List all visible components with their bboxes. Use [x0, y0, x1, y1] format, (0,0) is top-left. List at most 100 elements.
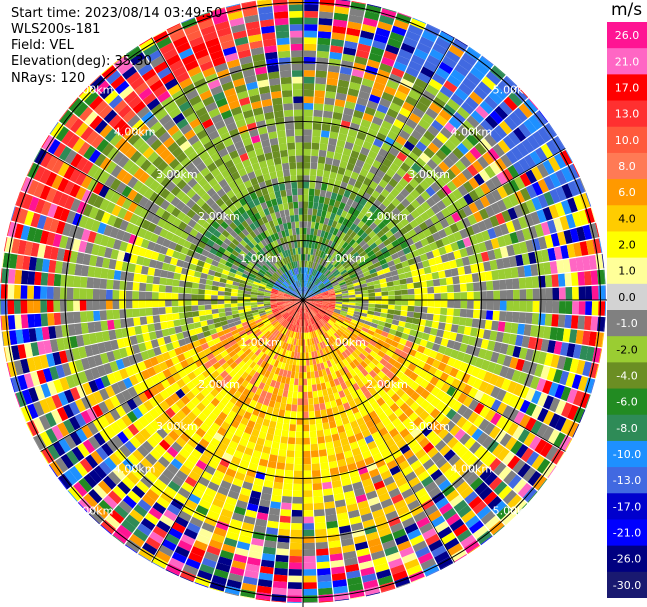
- velocity-gate: [270, 366, 277, 374]
- velocity-gate: [375, 27, 391, 38]
- velocity-gate: [234, 357, 243, 365]
- velocity-gate: [310, 450, 319, 458]
- velocity-gate: [305, 287, 308, 294]
- velocity-gate: [211, 220, 220, 230]
- velocity-gate: [274, 567, 288, 576]
- velocity-gate: [217, 426, 227, 437]
- velocity-gate: [229, 339, 237, 347]
- velocity-gate: [149, 385, 160, 396]
- velocity-gate: [97, 245, 107, 257]
- velocity-gate: [376, 104, 389, 114]
- velocity-gate: [199, 135, 211, 146]
- velocity-gate: [469, 91, 484, 105]
- velocity-gate: [281, 265, 287, 273]
- velocity-gate: [76, 156, 89, 171]
- velocity-gate: [140, 265, 149, 275]
- velocity-gate: [327, 264, 334, 271]
- velocity-gate: [250, 258, 257, 265]
- velocity-gate: [506, 75, 518, 87]
- velocity-gate: [377, 464, 389, 475]
- velocity-gate: [279, 286, 286, 291]
- velocity-gate: [383, 454, 395, 464]
- velocity-gate: [283, 264, 289, 272]
- velocity-gate: [129, 213, 140, 225]
- velocity-gate: [119, 444, 132, 458]
- velocity-gate: [291, 221, 296, 229]
- velocity-gate: [123, 210, 134, 222]
- velocity-gate: [308, 195, 314, 202]
- velocity-gate: [428, 419, 440, 431]
- velocity-gate: [192, 465, 204, 476]
- velocity-gate: [93, 354, 103, 367]
- velocity-gate: [80, 322, 89, 334]
- velocity-gate: [165, 358, 174, 368]
- velocity-gate: [209, 504, 223, 515]
- velocity-gate: [366, 100, 379, 110]
- velocity-gate: [259, 312, 267, 317]
- velocity-gate: [313, 364, 318, 372]
- velocity-gate: [377, 69, 391, 80]
- velocity-gate: [122, 427, 134, 440]
- velocity-gate: [242, 257, 250, 264]
- velocity-gate: [444, 537, 460, 551]
- velocity-gate: [475, 124, 489, 138]
- velocity-gate: [187, 218, 197, 228]
- velocity-gate: [268, 250, 275, 258]
- velocity-gate: [134, 432, 147, 445]
- velocity-gate: [125, 243, 135, 254]
- velocity-gate: [216, 68, 230, 79]
- velocity-gate: [346, 27, 361, 37]
- velocity-gate: [236, 242, 245, 251]
- velocity-gate: [109, 395, 121, 408]
- velocity-gate: [218, 312, 226, 318]
- velocity-gate: [272, 286, 279, 291]
- velocity-gate: [319, 251, 325, 258]
- velocity-gate: [171, 207, 181, 218]
- velocity-gate: [470, 110, 485, 124]
- velocity-gate: [247, 171, 256, 180]
- velocity-gate: [243, 300, 251, 303]
- velocity-gate: [93, 321, 102, 332]
- velocity-gate: [271, 494, 282, 503]
- velocity-gate: [317, 281, 323, 287]
- velocity-gate: [407, 24, 424, 36]
- velocity-gate: [247, 200, 256, 209]
- velocity-gate: [286, 136, 295, 144]
- velocity-gate: [75, 428, 88, 443]
- velocity-gate: [281, 311, 288, 317]
- velocity-gate: [428, 539, 444, 552]
- velocity-gate: [426, 463, 439, 476]
- velocity-gate: [231, 171, 241, 181]
- velocity-gate: [201, 522, 215, 533]
- velocity-gate: [290, 30, 303, 38]
- velocity-gate: [108, 94, 123, 109]
- velocity-gate: [318, 24, 332, 33]
- velocity-gate: [103, 341, 113, 352]
- velocity-gate: [298, 306, 302, 313]
- velocity-gate: [317, 272, 323, 279]
- velocity-gate: [336, 139, 346, 148]
- velocity-gate: [360, 286, 368, 291]
- velocity-gate: [442, 432, 454, 444]
- velocity-gate: [69, 168, 82, 183]
- velocity-gate: [377, 221, 386, 230]
- velocity-gate: [288, 575, 302, 583]
- velocity-gate: [272, 150, 281, 159]
- velocity-gate: [151, 431, 164, 444]
- velocity-gate: [248, 34, 262, 43]
- velocity-gate: [371, 276, 380, 282]
- velocity-gate: [340, 269, 348, 275]
- velocity-gate: [256, 251, 264, 258]
- velocity-gate: [157, 337, 166, 347]
- velocity-gate: [82, 333, 91, 346]
- velocity-gate: [132, 407, 144, 419]
- velocity-gate: [360, 283, 368, 288]
- velocity-gate: [189, 36, 205, 48]
- velocity-gate: [500, 154, 513, 168]
- velocity-gate: [329, 296, 336, 299]
- velocity-gate: [382, 375, 391, 384]
- velocity-gate: [176, 118, 189, 130]
- velocity-gate: [322, 293, 329, 296]
- velocity-gate: [308, 398, 314, 405]
- velocity-gate: [348, 238, 356, 247]
